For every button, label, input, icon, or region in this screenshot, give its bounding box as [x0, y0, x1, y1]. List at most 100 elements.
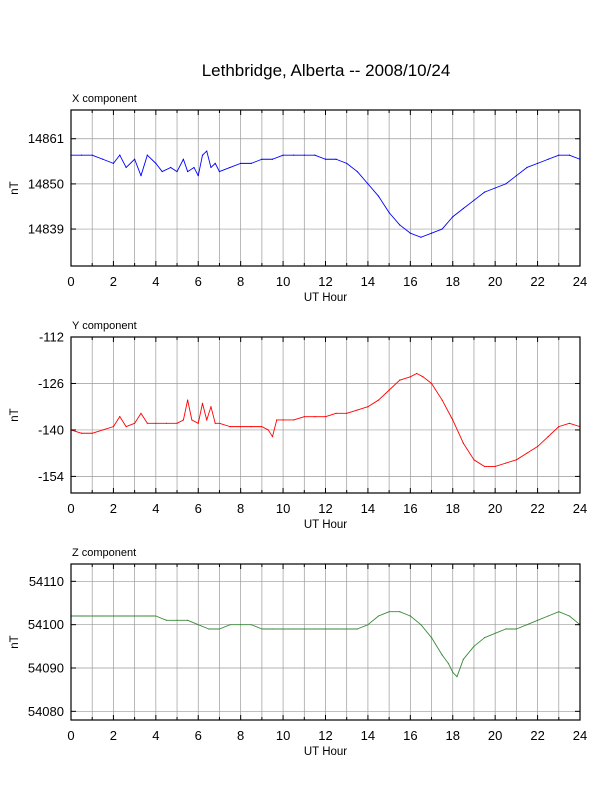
- data-point-x: [420, 236, 422, 238]
- data-point-x: [102, 158, 104, 160]
- data-point-z: [526, 624, 528, 626]
- data-point-y: [240, 426, 242, 428]
- data-point-z: [176, 619, 178, 621]
- data-point-y: [165, 422, 168, 424]
- data-point-x: [261, 158, 263, 160]
- tick-label-x-x: 16: [403, 274, 417, 289]
- tick-label-y-x: 14861: [28, 131, 64, 146]
- data-point-z: [558, 611, 560, 613]
- data-point-z: [314, 628, 316, 630]
- tick-label-x-z: 14: [361, 728, 375, 743]
- y-axis-label-x: nT: [9, 181, 21, 194]
- data-point-x: [324, 158, 327, 160]
- data-point-x: [170, 166, 172, 169]
- data-point-x: [430, 232, 433, 234]
- data-point-z: [430, 637, 433, 639]
- data-point-x: [409, 232, 411, 234]
- tick-label-x-x: 18: [446, 274, 460, 289]
- data-point-y: [314, 416, 316, 418]
- data-point-z: [399, 611, 401, 613]
- data-point-x: [193, 166, 195, 169]
- data-point-z: [452, 671, 454, 673]
- data-point-z: [271, 628, 274, 630]
- data-point-x: [452, 216, 454, 218]
- data-point-z: [261, 628, 263, 630]
- data-point-y: [176, 422, 178, 424]
- data-point-y: [335, 412, 337, 414]
- data-point-y: [462, 442, 464, 444]
- data-point-z: [324, 628, 327, 630]
- tick-label-y-y: -112: [39, 330, 64, 345]
- tick-label-x-x: 0: [67, 274, 74, 289]
- data-point-z: [483, 637, 486, 639]
- tick-label-x-x: 6: [195, 274, 202, 289]
- x-axis-label-y: UT Hour: [304, 519, 347, 531]
- data-point-y: [441, 399, 443, 401]
- data-point-y: [324, 416, 327, 418]
- data-point-z: [515, 628, 517, 630]
- data-point-x: [155, 162, 157, 164]
- data-point-z: [102, 615, 104, 617]
- data-point-y: [568, 422, 570, 424]
- tick-label-y-z: 54080: [28, 704, 64, 719]
- tick-label-x-x: 22: [530, 274, 544, 289]
- data-point-x: [558, 154, 560, 156]
- data-point-z: [568, 615, 570, 617]
- data-point-y: [505, 462, 507, 464]
- data-point-x: [473, 199, 475, 201]
- tick-label-x-y: 0: [67, 501, 74, 516]
- tick-label-x-y: 12: [318, 501, 332, 516]
- panel-label-z: Z component: [72, 547, 136, 559]
- data-point-y: [430, 382, 433, 385]
- data-point-z: [505, 628, 507, 630]
- data-point-x: [229, 166, 231, 169]
- data-point-x: [218, 170, 221, 173]
- tick-label-x-z: 6: [195, 728, 202, 743]
- data-point-y: [206, 419, 208, 421]
- tick-label-x-z: 2: [110, 728, 117, 743]
- data-point-x: [134, 158, 136, 160]
- data-point-x: [568, 154, 570, 156]
- data-point-y: [483, 465, 486, 468]
- data-point-y: [140, 412, 142, 414]
- data-point-y: [388, 389, 390, 391]
- data-point-z: [123, 615, 125, 617]
- data-point-y: [399, 379, 401, 381]
- data-point-y: [473, 459, 475, 461]
- data-point-y: [293, 419, 295, 421]
- tick-label-x-z: 22: [530, 728, 544, 743]
- tick-label-y-z: 54100: [28, 617, 64, 632]
- data-point-y: [494, 465, 496, 468]
- tick-label-x-y: 14: [361, 501, 375, 516]
- data-point-y: [218, 422, 221, 424]
- data-point-z: [155, 615, 157, 617]
- tick-label-x-z: 8: [237, 728, 244, 743]
- data-point-z: [462, 658, 464, 660]
- data-point-y: [191, 419, 193, 421]
- x-axis-label-x: UT Hour: [304, 292, 347, 304]
- data-point-y: [229, 426, 231, 428]
- data-point-y: [267, 429, 269, 431]
- data-point-z: [250, 624, 252, 626]
- data-point-y: [526, 452, 528, 454]
- data-point-z: [112, 615, 115, 617]
- data-point-x: [187, 170, 189, 173]
- tick-label-y-x: 14839: [28, 222, 64, 237]
- data-point-y: [377, 399, 380, 401]
- data-point-y: [81, 432, 83, 434]
- data-point-x: [146, 154, 148, 156]
- data-point-y: [91, 432, 93, 434]
- data-point-x: [112, 162, 115, 164]
- data-point-x: [140, 175, 142, 177]
- data-point-y: [134, 422, 136, 424]
- data-point-z: [441, 654, 443, 656]
- data-point-y: [515, 459, 517, 461]
- tick-label-x-x: 4: [152, 274, 159, 289]
- data-point-z: [303, 628, 305, 630]
- data-point-z: [356, 628, 358, 630]
- data-point-x: [494, 187, 496, 189]
- data-point-x: [91, 154, 93, 156]
